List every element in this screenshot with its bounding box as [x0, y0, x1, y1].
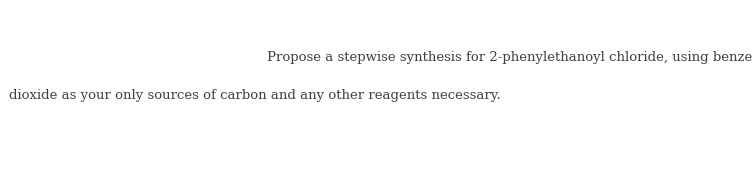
Text: Propose a stepwise synthesis for 2-phenylethanoyl chloride, using benzene and ca: Propose a stepwise synthesis for 2-pheny…	[267, 51, 752, 63]
Text: dioxide as your only sources of carbon and any other reagents necessary.: dioxide as your only sources of carbon a…	[9, 89, 501, 101]
